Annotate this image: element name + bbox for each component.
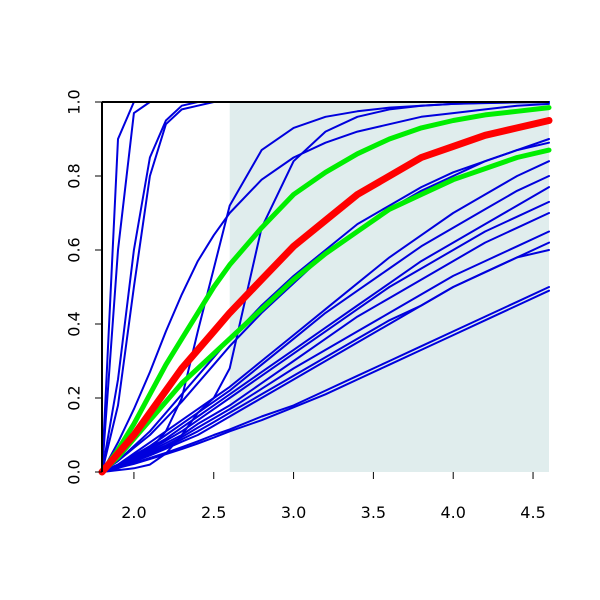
series-lines xyxy=(98,101,553,476)
y-tick-label: 0.4 xyxy=(65,311,84,336)
series-line-blue-16 xyxy=(101,289,550,473)
series-line-green-19 xyxy=(99,105,552,475)
y-tick-label: 0.6 xyxy=(65,237,84,262)
series-line-blue-8 xyxy=(101,175,550,473)
series-line-blue-15 xyxy=(101,286,550,473)
series-line-blue-5 xyxy=(101,102,550,473)
series-line-blue-10 xyxy=(101,200,550,473)
x-tick-label: 4.5 xyxy=(520,503,545,522)
x-tick-label: 2.5 xyxy=(201,503,226,522)
series-line-blue-18 xyxy=(101,138,550,473)
axes: 0.0 0.2 0.4 0.6 0.8 1.0 2.0 2.5 3.0 3.5 4.0 4.5 xyxy=(65,89,549,522)
x-tick-label: 2.0 xyxy=(121,503,146,522)
y-tick-label: 1.0 xyxy=(65,89,84,114)
x-tick-label: 4.0 xyxy=(440,503,465,522)
y-tick-label: 0.8 xyxy=(65,163,84,188)
y-tick-label: 0.0 xyxy=(65,459,84,484)
x-tick-label: 3.0 xyxy=(281,503,306,522)
series-line-blue-12 xyxy=(101,230,550,473)
series-line-blue-7 xyxy=(101,160,550,473)
series-line-blue-11 xyxy=(101,212,550,473)
series-line-blue-17 xyxy=(101,141,550,473)
series-line-green-20 xyxy=(99,147,552,475)
y-tick-label: 0.2 xyxy=(65,385,84,410)
series-line-red-21 xyxy=(98,117,553,476)
series-line-blue-9 xyxy=(101,186,550,473)
series-line-blue-14 xyxy=(101,249,550,473)
x-tick-label: 3.5 xyxy=(361,503,386,522)
